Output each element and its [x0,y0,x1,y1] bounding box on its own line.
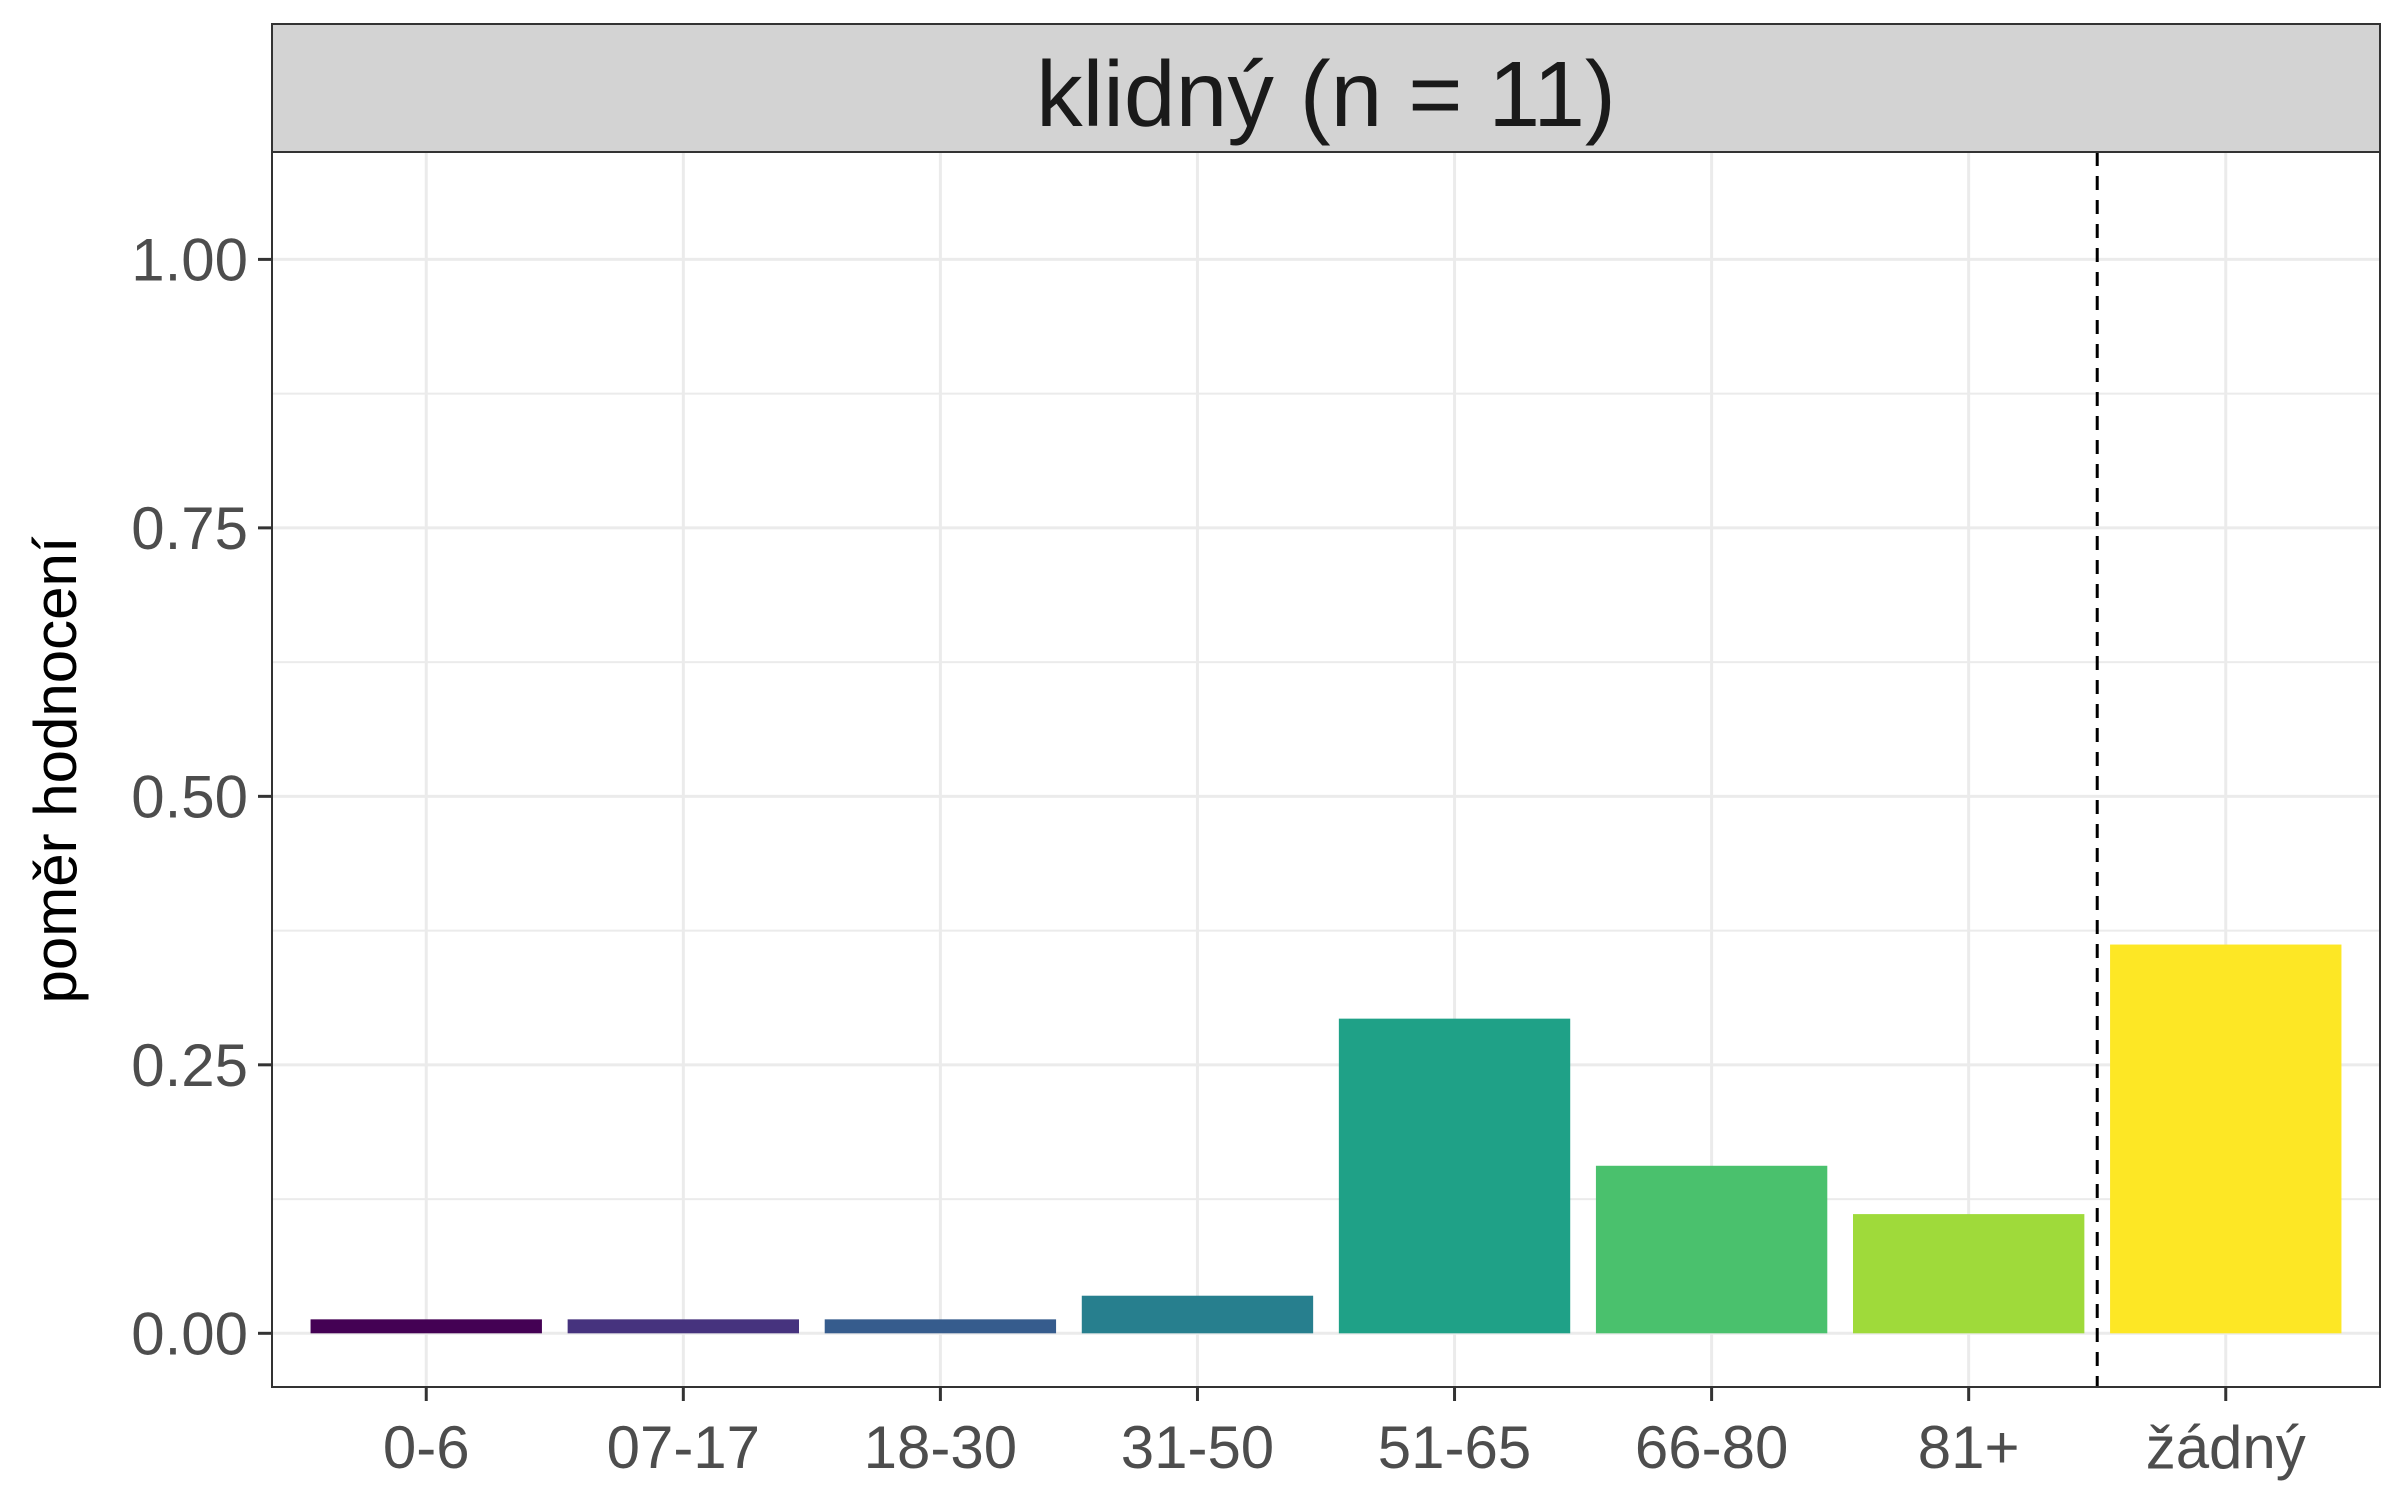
x-tick-label: 18-30 [864,1414,1017,1481]
y-tick-label: 0.75 [131,495,248,562]
y-axis-title: poměr hodnocení [22,536,89,1003]
x-axis: 0-6 07-17 18-30 31-50 51-65 66-80 81+ žádný [383,1387,2306,1481]
y-tick-label: 1.00 [131,226,248,293]
plot-panel [272,152,2380,1387]
bar-81+ [1853,1214,2085,1334]
y-tick-label: 0.25 [131,1032,248,1099]
grid-lines [272,152,2380,1387]
bar-66-80 [1595,1165,1828,1334]
x-tick-label: žádný [2146,1414,2306,1481]
x-tick-label: 0-6 [383,1414,470,1481]
bars [310,944,2342,1334]
bar-žádný [2110,944,2342,1334]
facet-strip: klidný (n = 11) [271,23,2381,153]
plot-panel-border [271,151,2381,1388]
y-tick-label: 0.50 [131,763,248,830]
bar-0-6 [310,1319,542,1334]
x-tick-label: 66-80 [1635,1414,1788,1481]
y-axis: 0.00 0.25 0.50 0.75 1.00 [131,226,272,1367]
bar-51-65 [1338,1018,1571,1334]
bar-31-50 [1081,1295,1314,1334]
y-tick-label: 0.00 [131,1300,248,1367]
x-tick-label: 81+ [1918,1414,2020,1481]
bar-07-17 [567,1319,799,1334]
bar-18-30 [824,1319,1057,1334]
x-tick-label: 07-17 [607,1414,760,1481]
strip-background [271,23,2381,153]
x-tick-label: 31-50 [1121,1414,1274,1481]
chart-title: klidný (n = 11) [1036,42,1616,146]
x-tick-label: 51-65 [1378,1414,1531,1481]
